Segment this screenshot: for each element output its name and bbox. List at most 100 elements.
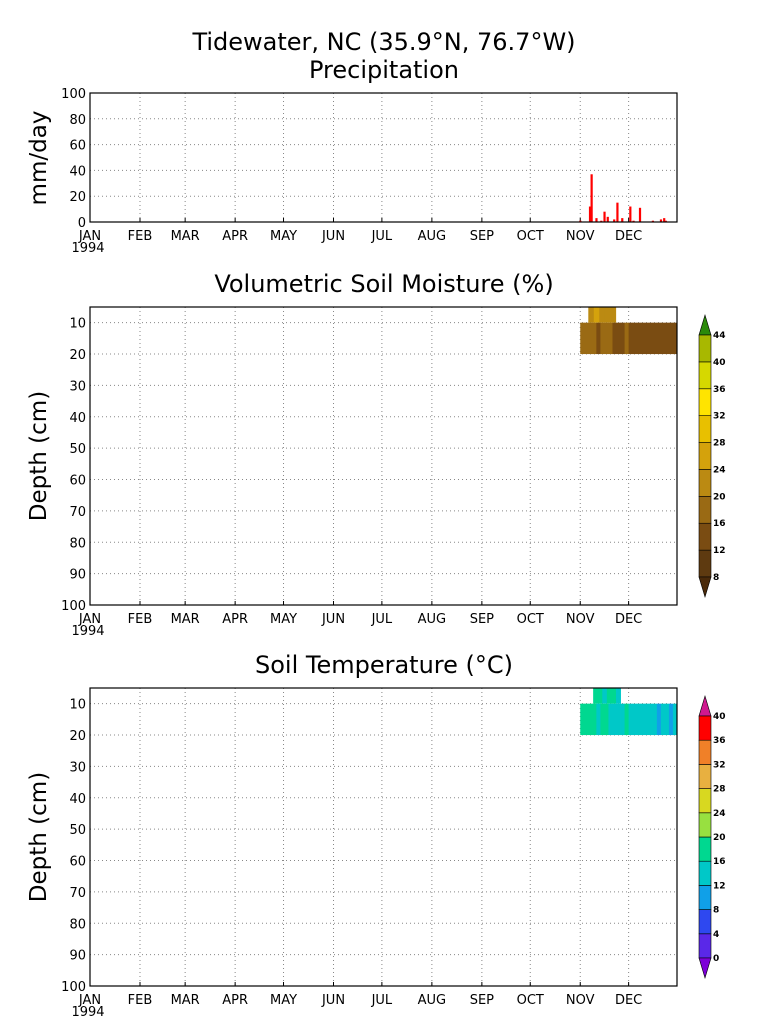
x-tick-label: JUL	[371, 993, 393, 1008]
x-tick-label: DEC	[615, 993, 642, 1008]
colorbar-bin	[698, 764, 712, 789]
colorbar-bin	[698, 496, 712, 524]
x-tick-label: OCT	[517, 229, 544, 244]
heatmap-cell	[599, 307, 606, 323]
colorbar-bin	[698, 522, 712, 551]
colorbar-tick-label: 40	[713, 712, 726, 722]
colorbar-bottom-arrow	[698, 957, 712, 980]
colorbar-bin	[698, 549, 712, 578]
x-tick-label: FEB	[128, 229, 153, 244]
y-tick-label: 60	[69, 139, 86, 154]
heatmap-cell	[600, 322, 605, 355]
y-tick-label: 60	[69, 855, 86, 870]
colorbar-bin	[698, 442, 712, 470]
x-tick-label: MAR	[171, 993, 200, 1008]
heatmap-cell	[652, 322, 658, 355]
colorbar-tick-label: 28	[713, 439, 726, 449]
heatmap-cell	[632, 703, 638, 736]
x-tick-label: JAN	[78, 993, 101, 1008]
colorbar-bin	[698, 361, 712, 390]
colorbar-bin	[698, 469, 712, 497]
heatmap-cell	[640, 703, 646, 736]
precip-bar	[638, 207, 642, 222]
x-tick-label: DEC	[615, 612, 642, 627]
colorbar-tick-label: 4	[713, 930, 719, 940]
x-tick-label: MAY	[270, 612, 297, 627]
y-tick-label: 70	[69, 886, 86, 901]
y-tick-label: 20	[69, 729, 86, 744]
year-label: 1994	[71, 241, 104, 256]
heatmap-cell	[664, 703, 670, 736]
colorbar-tick-label: 12	[713, 546, 726, 556]
plot-frame	[89, 306, 678, 606]
heatmap-cell	[615, 688, 621, 704]
x-tick-label: JUN	[321, 993, 345, 1008]
heatmap-cell	[584, 703, 589, 736]
heatmap-cell	[612, 322, 617, 355]
y-tick-label: 80	[69, 917, 86, 932]
x-tick-label: AUG	[418, 993, 446, 1008]
heatmap-cell	[580, 703, 585, 736]
colorbar-bin	[698, 812, 712, 838]
colorbar-bottom-arrow	[698, 576, 712, 599]
heatmap-cell	[620, 322, 625, 355]
precip-bar	[579, 220, 582, 222]
heatmap-cell	[632, 322, 638, 355]
y-tick-label: 40	[69, 164, 86, 179]
colorbar-tick-label: 28	[713, 785, 726, 795]
y-axis-label: Depth (cm)	[26, 772, 52, 902]
heatmap-cell	[628, 322, 634, 355]
colorbar-bin	[698, 836, 712, 862]
x-tick-label: NOV	[566, 229, 595, 244]
heatmap-cell	[672, 703, 678, 736]
heatmap-cell	[602, 688, 608, 704]
x-tick-label: SEP	[470, 993, 494, 1008]
precip-bar	[629, 206, 632, 222]
y-tick-label: 100	[61, 87, 86, 102]
x-tick-label: APR	[222, 612, 248, 627]
year-label: 1994	[71, 624, 104, 639]
precip-bar	[613, 219, 616, 222]
y-tick-label: 30	[69, 760, 86, 775]
heatmap-cell	[652, 703, 658, 736]
colorbar-bin	[698, 788, 712, 814]
heatmap-cell	[660, 322, 666, 355]
heatmap-cell	[604, 703, 609, 736]
x-tick-label: FEB	[128, 612, 153, 627]
precip-bar	[659, 219, 663, 222]
heatmap-cell	[656, 703, 662, 736]
colorbar-top-arrow	[698, 313, 712, 336]
heatmap-cell	[592, 322, 597, 355]
heatmap-cell	[584, 322, 589, 355]
x-tick-label: JUL	[371, 229, 393, 244]
heatmap-cell	[648, 322, 654, 355]
colorbar-bin	[698, 334, 712, 363]
y-tick-label: 70	[69, 505, 86, 520]
heatmap-cell	[611, 688, 617, 704]
y-tick-label: 30	[69, 379, 86, 394]
precip-bar	[616, 202, 619, 222]
colorbar-tick-label: 24	[713, 809, 726, 819]
x-tick-label: JUN	[321, 229, 345, 244]
y-tick-label: 0	[78, 216, 86, 231]
y-tick-label: 60	[69, 474, 86, 489]
precip-bar	[600, 220, 603, 222]
heatmap-cell	[600, 703, 605, 736]
heatmap-cell	[644, 322, 650, 355]
colorbar-bin	[698, 860, 712, 886]
x-tick-label: OCT	[517, 993, 544, 1008]
precip-bar	[595, 218, 598, 222]
x-tick-label: SEP	[470, 229, 494, 244]
y-tick-label: 20	[69, 348, 86, 363]
heatmap-cell	[593, 688, 599, 704]
colorbar-bin	[698, 415, 712, 443]
chart-title: Volumetric Soil Moisture (%)	[214, 270, 553, 298]
plot-frame	[89, 92, 678, 223]
x-tick-label: AUG	[418, 229, 446, 244]
heatmap-cell	[588, 307, 595, 323]
plot-frame	[89, 687, 678, 987]
precip-bar	[664, 220, 667, 222]
heatmap-cell	[668, 703, 674, 736]
y-tick-label: 10	[69, 698, 86, 713]
